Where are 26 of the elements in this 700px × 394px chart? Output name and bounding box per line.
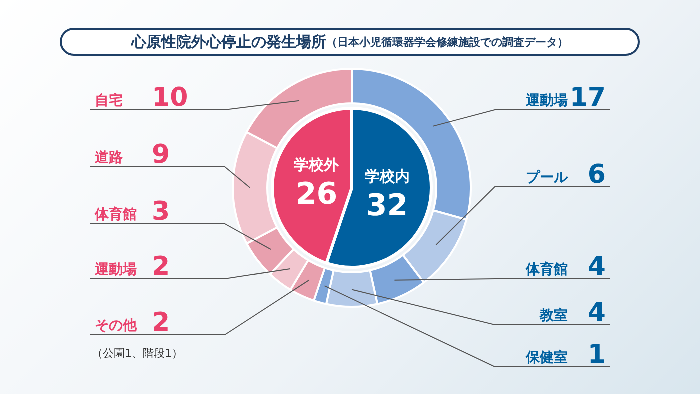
data-label: 1	[588, 340, 606, 370]
slice-label: 保健室	[525, 349, 568, 366]
slice-label: 学校内	[364, 168, 410, 186]
slice-label: 運動場	[94, 262, 137, 278]
text: （公園1、階段1）	[92, 346, 183, 361]
data-label: 3	[152, 197, 170, 227]
data-label: 6	[588, 160, 606, 190]
slice-label: 道路	[94, 150, 123, 166]
slice-label: 体育館	[525, 261, 568, 278]
slice-label: 自宅	[95, 92, 123, 109]
slice-label: 教室	[539, 307, 568, 324]
data-label: 26	[296, 177, 338, 212]
data-label: 17	[570, 83, 606, 113]
slice-label: プール	[526, 169, 569, 186]
slice-label: 学校外	[294, 156, 340, 174]
data-label: 2	[152, 252, 170, 282]
data-label: 9	[152, 140, 170, 170]
chart-title: 心原性院外心停止の発生場所（日本小児循環器学会修練施設での調査データ）	[60, 28, 640, 56]
data-label: 32	[366, 188, 408, 224]
slice-label: 体育館	[94, 206, 137, 223]
slice-label: その他	[95, 318, 138, 334]
data-label: 4	[588, 252, 606, 282]
data-label: 2	[152, 308, 170, 338]
data-label: 10	[152, 83, 188, 113]
data-label: 4	[588, 298, 606, 328]
slice-label: 運動場	[525, 93, 568, 109]
